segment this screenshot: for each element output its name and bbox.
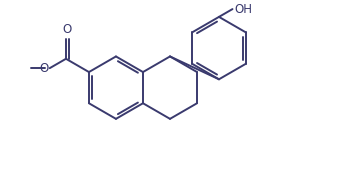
Text: O: O bbox=[63, 23, 72, 36]
Text: OH: OH bbox=[234, 2, 252, 16]
Text: O: O bbox=[39, 62, 48, 75]
